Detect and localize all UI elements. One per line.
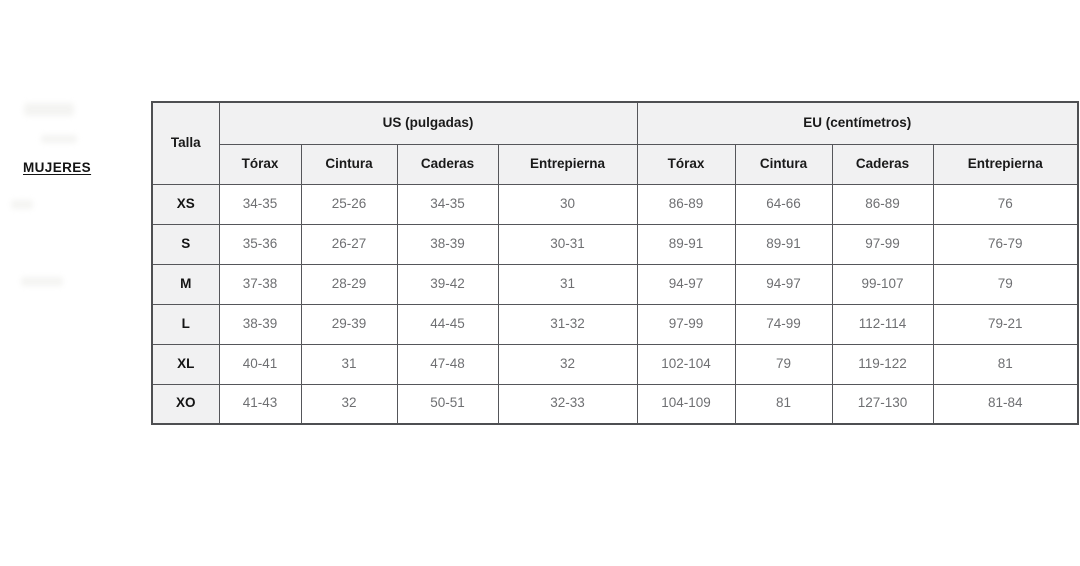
eu-caderas-value: 86-89 bbox=[831, 183, 934, 225]
us-cintura-header: Cintura bbox=[300, 143, 398, 185]
us-entrepierna-value: 30-31 bbox=[497, 223, 638, 265]
us-caderas-value: 47-48 bbox=[396, 343, 499, 385]
eu-cintura-value: 64-66 bbox=[734, 183, 833, 225]
table-row-xs: XS 34-35 25-26 34-35 30 86-89 64-66 86-8… bbox=[151, 183, 1079, 225]
eu-cintura-value: 81 bbox=[734, 383, 833, 425]
eu-cintura-value: 79 bbox=[734, 343, 833, 385]
us-caderas-header: Caderas bbox=[396, 143, 499, 185]
size-label: XO bbox=[151, 383, 220, 425]
group-header-row: Talla US (pulgadas) EU (centímetros) bbox=[151, 101, 1079, 185]
eu-caderas-value: 112-114 bbox=[831, 303, 934, 345]
us-group-header: US (pulgadas) bbox=[218, 101, 638, 145]
faint-artifact bbox=[21, 277, 63, 286]
us-torax-value: 37-38 bbox=[218, 263, 302, 305]
us-entrepierna-value: 32 bbox=[497, 343, 638, 385]
eu-caderas-value: 99-107 bbox=[831, 263, 934, 305]
us-cintura-value: 28-29 bbox=[300, 263, 398, 305]
us-caderas-value: 39-42 bbox=[396, 263, 499, 305]
us-cintura-value: 29-39 bbox=[300, 303, 398, 345]
eu-cintura-value: 94-97 bbox=[734, 263, 833, 305]
table-row-l: L 38-39 29-39 44-45 31-32 97-99 74-99 11… bbox=[151, 303, 1079, 345]
mujeres-section-label: MUJERES bbox=[23, 160, 92, 175]
eu-entrepierna-header: Entrepierna bbox=[932, 143, 1079, 185]
faint-artifact bbox=[41, 135, 77, 143]
us-cintura-value: 32 bbox=[300, 383, 398, 425]
eu-torax-header: Tórax bbox=[636, 143, 736, 185]
us-caderas-value: 44-45 bbox=[396, 303, 499, 345]
eu-entrepierna-value: 76-79 bbox=[932, 223, 1079, 265]
eu-torax-value: 86-89 bbox=[636, 183, 736, 225]
size-label: S bbox=[151, 223, 220, 265]
eu-entrepierna-value: 79 bbox=[932, 263, 1079, 305]
size-label: L bbox=[151, 303, 220, 345]
us-torax-value: 41-43 bbox=[218, 383, 302, 425]
size-label: M bbox=[151, 263, 220, 305]
eu-entrepierna-value: 81-84 bbox=[932, 383, 1079, 425]
eu-caderas-header: Caderas bbox=[831, 143, 934, 185]
us-entrepierna-value: 30 bbox=[497, 183, 638, 225]
eu-torax-value: 104-109 bbox=[636, 383, 736, 425]
faint-artifact bbox=[24, 103, 74, 116]
size-chart-table: Talla US (pulgadas) EU (centímetros) Tór… bbox=[151, 101, 1080, 425]
table-row-xl: XL 40-41 31 47-48 32 102-104 79 119-122 … bbox=[151, 343, 1079, 385]
eu-torax-value: 97-99 bbox=[636, 303, 736, 345]
us-torax-value: 40-41 bbox=[218, 343, 302, 385]
faint-artifact bbox=[11, 200, 33, 209]
us-torax-value: 38-39 bbox=[218, 303, 302, 345]
eu-caderas-value: 97-99 bbox=[831, 223, 934, 265]
us-entrepierna-value: 32-33 bbox=[497, 383, 638, 425]
us-torax-value: 35-36 bbox=[218, 223, 302, 265]
eu-caderas-value: 119-122 bbox=[831, 343, 934, 385]
eu-torax-value: 94-97 bbox=[636, 263, 736, 305]
talla-column-header: Talla bbox=[151, 101, 220, 185]
us-caderas-value: 50-51 bbox=[396, 383, 499, 425]
us-caderas-value: 38-39 bbox=[396, 223, 499, 265]
eu-torax-value: 102-104 bbox=[636, 343, 736, 385]
table-row-s: S 35-36 26-27 38-39 30-31 89-91 89-91 97… bbox=[151, 223, 1079, 265]
table-row-m: M 37-38 28-29 39-42 31 94-97 94-97 99-10… bbox=[151, 263, 1079, 305]
eu-cintura-value: 74-99 bbox=[734, 303, 833, 345]
us-cintura-value: 26-27 bbox=[300, 223, 398, 265]
us-torax-value: 34-35 bbox=[218, 183, 302, 225]
us-cintura-value: 31 bbox=[300, 343, 398, 385]
size-label: XS bbox=[151, 183, 220, 225]
eu-caderas-value: 127-130 bbox=[831, 383, 934, 425]
eu-entrepierna-value: 76 bbox=[932, 183, 1079, 225]
table-body: XS 34-35 25-26 34-35 30 86-89 64-66 86-8… bbox=[151, 183, 1079, 425]
eu-cintura-header: Cintura bbox=[734, 143, 833, 185]
eu-group-header: EU (centímetros) bbox=[636, 101, 1079, 145]
eu-cintura-value: 89-91 bbox=[734, 223, 833, 265]
table-row-xo: XO 41-43 32 50-51 32-33 104-109 81 127-1… bbox=[151, 383, 1079, 425]
us-cintura-value: 25-26 bbox=[300, 183, 398, 225]
eu-entrepierna-value: 81 bbox=[932, 343, 1079, 385]
size-label: XL bbox=[151, 343, 220, 385]
us-entrepierna-value: 31-32 bbox=[497, 303, 638, 345]
eu-entrepierna-value: 79-21 bbox=[932, 303, 1079, 345]
us-entrepierna-value: 31 bbox=[497, 263, 638, 305]
sub-header-row: Tórax Cintura Caderas Entrepierna Tórax … bbox=[152, 143, 1079, 185]
us-torax-header: Tórax bbox=[218, 143, 302, 185]
us-entrepierna-header: Entrepierna bbox=[497, 143, 638, 185]
us-caderas-value: 34-35 bbox=[396, 183, 499, 225]
eu-torax-value: 89-91 bbox=[636, 223, 736, 265]
table-header: Talla US (pulgadas) EU (centímetros) Tór… bbox=[151, 101, 1079, 185]
